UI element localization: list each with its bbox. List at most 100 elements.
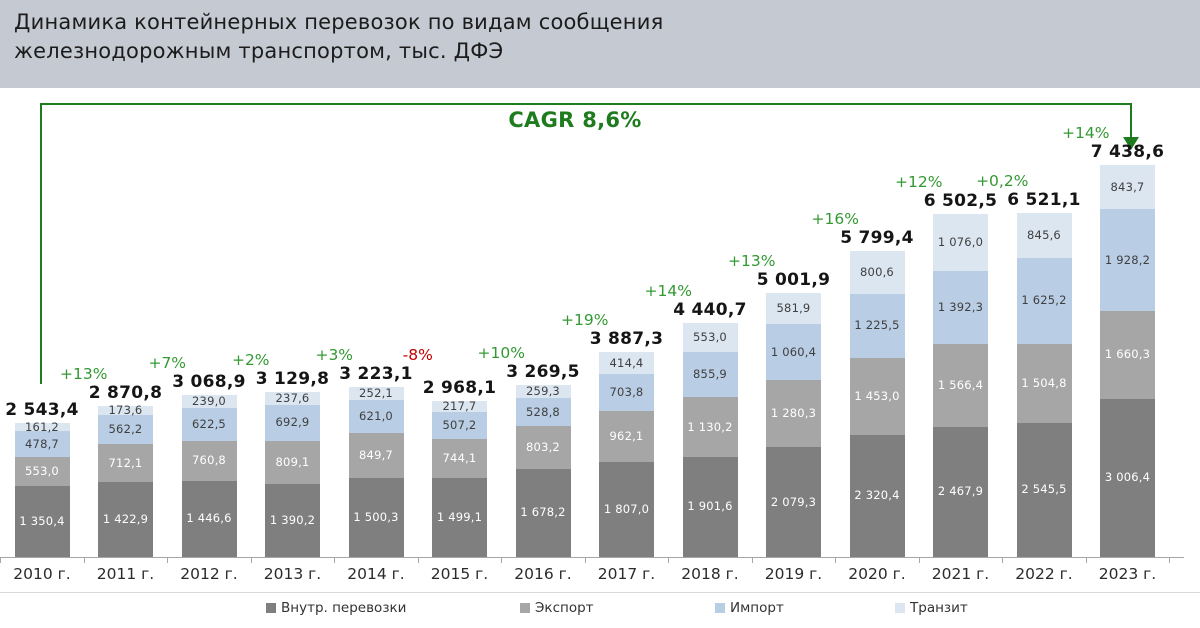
x-axis-label: 2019 г. [764,565,823,583]
bar-segment-label: 1 225,5 [854,318,900,333]
bar-segment-label: 712,1 [108,455,143,470]
bar-segment-label: 1 499,1 [436,510,483,524]
bar-segment-label: 855,9 [693,367,727,382]
bar-segment [432,478,487,557]
bar-segment-label: 1 390,2 [269,512,316,527]
x-axis-label: 2015 г. [430,565,489,583]
bar-segment-label: 760,8 [192,453,226,468]
bar-total-label: 3 068,9 [172,372,246,393]
bar-segment [1100,398,1155,557]
bar-segment [682,352,738,398]
bar-segment-label: 962,1 [609,428,644,443]
legend-swatch-icon [520,603,530,613]
legend-swatch-icon [895,603,905,613]
container-traffic-chart: CAGR 8,6% 1 350,4 553,0 478,7 161,2 2 543,4 2… [0,95,1200,592]
legend-label: Транзит [910,600,968,616]
bar-segment-label: 161,2 [25,419,59,434]
bar-segment-label: 2 545,5 [1021,482,1067,497]
legend-item: Экспорт [520,600,594,616]
bar-segment [849,358,905,435]
x-axis-label: 2012 г. [180,565,238,583]
growth-percent-label: +12% [895,173,943,192]
bar-segment [766,447,821,557]
bar-segment [265,483,320,557]
x-axis-tick [1085,558,1087,563]
bar-segment [181,480,237,557]
bar-segment [1016,422,1072,557]
bar-segment-label: 692,9 [275,415,310,430]
growth-percent-label: +0,2% [976,172,1029,191]
growth-percent-label: +14% [644,281,692,300]
bar-total-label: 3 223,1 [339,364,413,385]
bar-segment [348,433,404,478]
bar-segment-label: 1 504,8 [1021,375,1067,390]
bar-segment-label: 1 678,2 [520,505,566,520]
legend-label: Экспорт [535,600,594,616]
bar-segment [515,426,571,469]
bar-segment-label: 2 467,9 [937,484,984,499]
cagr-bracket-left-line [40,103,42,384]
legend-item: Внутр. перевозки [266,600,406,616]
bar-segment-label: 1 350,4 [19,513,65,528]
x-axis-label: 2013 г. [263,565,322,583]
growth-percent-label: +19% [561,311,609,330]
bar-segment-label: 507,2 [442,417,477,432]
bar-total-label: 5 799,4 [840,228,914,249]
bar-segment-label: 1 807,0 [603,501,650,516]
legend-item: Транзит [895,600,968,616]
growth-percent-label: +7% [148,354,187,373]
x-axis-tick [501,558,503,563]
x-axis-tick [1169,558,1171,563]
bar-segment [98,405,153,415]
bar-segment [599,461,654,557]
bar-segment-label: 1 076,0 [937,235,984,250]
bar-segment [265,404,320,442]
bar-segment-label: 1 422,9 [102,512,149,526]
bar-segment-label: 562,2 [108,422,143,437]
bar-segment [1100,311,1155,399]
bar-segment-label: 217,7 [442,398,477,413]
x-axis-label: 2022 г. [1015,565,1073,583]
legend-swatch-icon [715,603,725,613]
bar-segment [599,352,654,374]
bar-segment-label: 478,7 [25,436,59,451]
x-axis-tick [751,558,753,563]
chart-legend: Внутр. перевозки Экспорт Импорт Транзит [0,592,1200,625]
bar-segment-label: 1 060,4 [770,344,817,359]
growth-percent-label: +16% [811,210,859,229]
x-axis-tick [167,558,169,563]
bar-segment [933,214,988,272]
x-axis-line [0,557,1184,558]
bar-segment-label: 553,0 [25,463,59,478]
bar-segment-label: 3 006,4 [1104,470,1151,485]
bar-segment [766,379,821,448]
x-axis-tick [0,558,2,563]
x-axis-tick [250,558,252,563]
bar-segment [515,384,571,399]
bar-segment-label: 1 446,6 [186,511,232,526]
x-axis-label: 2014 г. [347,565,405,583]
x-axis-tick [584,558,586,563]
bar-segment-label: 1 500,3 [353,509,399,524]
bar-segment [432,412,487,439]
bar-segment [933,344,988,427]
bar-total-label: 5 001,9 [756,270,831,291]
legend-item: Импорт [715,600,784,616]
bar-segment [1016,213,1072,258]
x-axis-tick [918,558,920,563]
growth-percent-label: +2% [231,351,270,370]
bar-total-label: 3 887,3 [589,329,664,350]
bar-segment [599,373,654,412]
legend-label: Импорт [730,600,784,616]
bar-total-label: 6 521,1 [1007,190,1081,211]
bar-segment [515,398,571,427]
x-axis-label: 2016 г. [514,565,572,583]
bar-total-label: 2 870,8 [88,382,163,403]
bar-segment-label: 239,0 [192,394,226,409]
bar-segment-label: 528,8 [526,404,560,419]
cagr-annotation: CAGR 8,6% [508,108,642,132]
x-axis-tick [417,558,419,563]
bar-total-label: 3 129,8 [255,369,330,390]
bar-segment-label: 845,6 [1027,228,1061,243]
legend-swatch-icon [266,603,276,613]
